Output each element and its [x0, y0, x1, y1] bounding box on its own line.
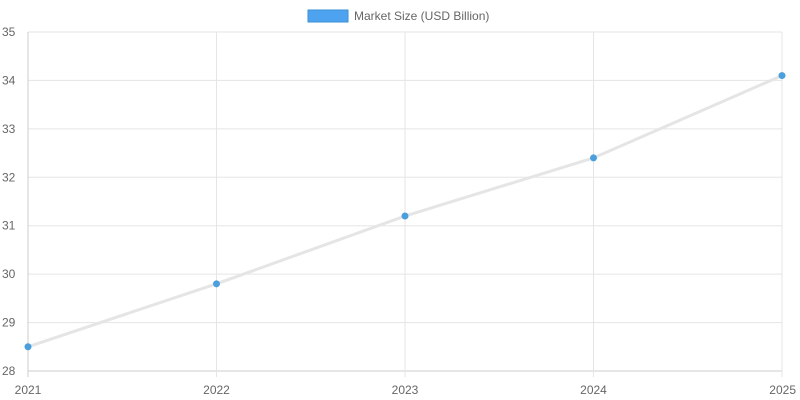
x-tick-label: 2024 [580, 383, 607, 397]
legend[interactable]: Market Size (USD Billion) [307, 9, 489, 23]
y-tick-label: 35 [2, 25, 16, 39]
y-tick-label: 33 [2, 122, 16, 136]
x-tick-label: 2022 [203, 383, 230, 397]
data-point[interactable] [778, 72, 786, 80]
data-point[interactable] [213, 280, 220, 288]
series-layer [24, 72, 786, 351]
data-point[interactable] [24, 343, 32, 351]
legend-swatch[interactable] [307, 9, 349, 23]
y-tick-label: 32 [2, 170, 16, 184]
axis-layer: 28 29 30 31 32 33 34 35 2021 2022 2023 2024 2025 [2, 25, 796, 397]
x-tick-label: 2025 [769, 383, 796, 397]
y-tick-label: 34 [2, 73, 16, 87]
data-point[interactable] [590, 154, 597, 162]
y-tick-label: 28 [2, 364, 16, 378]
y-tick-label: 29 [2, 316, 16, 330]
grid-layer [27, 31, 783, 377]
y-tick-label: 30 [2, 267, 16, 281]
x-tick-label: 2023 [392, 383, 419, 397]
x-tick-label: 2021 [15, 383, 42, 397]
y-tick-label: 31 [2, 219, 16, 233]
data-point[interactable] [401, 212, 409, 220]
legend-label[interactable]: Market Size (USD Billion) [354, 9, 489, 23]
